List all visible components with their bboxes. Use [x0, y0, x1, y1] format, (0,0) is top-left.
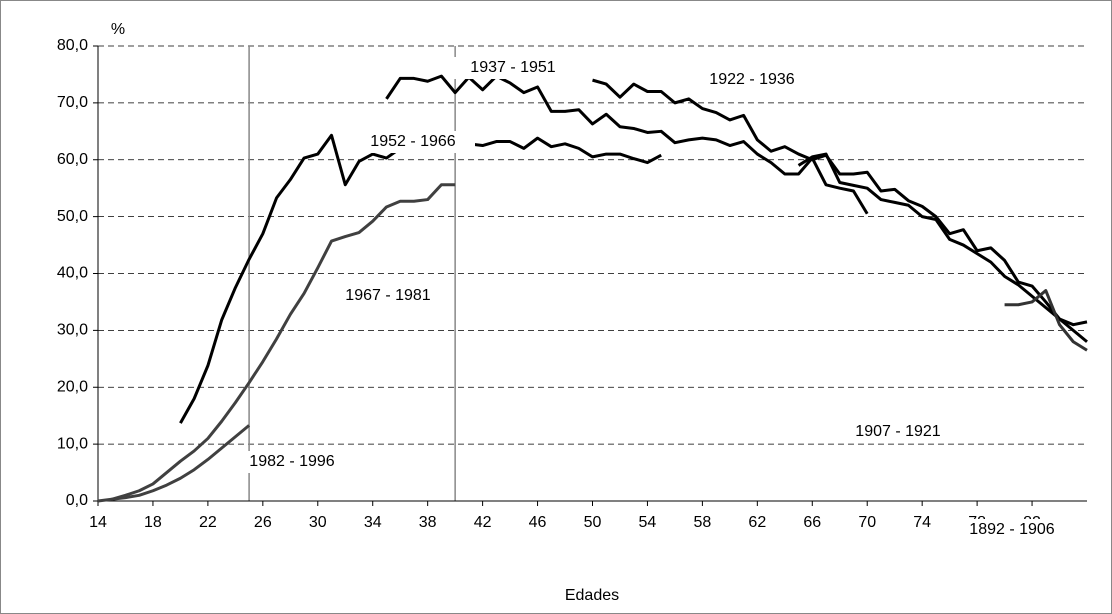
x-tick-label: 30 — [309, 514, 327, 531]
series-label: 1922 - 1936 — [709, 71, 795, 88]
y-tick-label: 0,0 — [66, 492, 88, 509]
x-tick-label: 70 — [858, 514, 876, 531]
series-line — [111, 183, 456, 501]
series-label-bg — [950, 519, 1074, 541]
y-tick-label: 60,0 — [57, 151, 88, 168]
series-label-bg — [690, 69, 814, 91]
y-axis-label: % — [111, 21, 125, 38]
x-tick-label: 18 — [144, 514, 162, 531]
x-tick-label: 62 — [748, 514, 766, 531]
series-label: 1982 - 1996 — [249, 453, 335, 470]
y-tick-label: 70,0 — [57, 94, 88, 111]
series-line — [1004, 289, 1088, 352]
series-label: 1937 - 1951 — [470, 59, 556, 76]
series-line — [385, 74, 869, 215]
x-tick-label: 38 — [419, 514, 437, 531]
x-tick-label: 58 — [693, 514, 711, 531]
x-tick-label: 74 — [913, 514, 931, 531]
series-label-bg — [451, 57, 575, 79]
series-label: 1967 - 1981 — [345, 287, 431, 304]
y-tick-label: 20,0 — [57, 378, 88, 395]
y-tick-label: 10,0 — [57, 435, 88, 452]
x-tick-label: 22 — [199, 514, 217, 531]
series-label-bg — [836, 421, 960, 443]
series-line — [797, 152, 1088, 343]
series-label-bg — [351, 131, 475, 153]
x-tick-label: 34 — [364, 514, 382, 531]
x-tick-label: 66 — [803, 514, 821, 531]
x-tick-label: 42 — [474, 514, 492, 531]
series-label: 1892 - 1906 — [969, 521, 1055, 538]
x-tick-label: 54 — [639, 514, 657, 531]
y-tick-label: 40,0 — [57, 265, 88, 282]
series-label: 1952 - 1966 — [370, 133, 456, 150]
y-tick-label: 80,0 — [57, 37, 88, 54]
x-tick-label: 50 — [584, 514, 602, 531]
x-tick-label: 26 — [254, 514, 272, 531]
series-line — [97, 424, 251, 503]
x-tick-label: 14 — [89, 514, 107, 531]
y-tick-label: 30,0 — [57, 322, 88, 339]
series-label-bg — [326, 285, 450, 307]
series-label-bg — [230, 451, 354, 473]
x-tick-label: 46 — [529, 514, 547, 531]
series-label: 1907 - 1921 — [855, 423, 941, 440]
series-line — [592, 78, 1088, 327]
y-tick-label: 50,0 — [57, 208, 88, 225]
x-axis-label: Edades — [565, 587, 619, 604]
